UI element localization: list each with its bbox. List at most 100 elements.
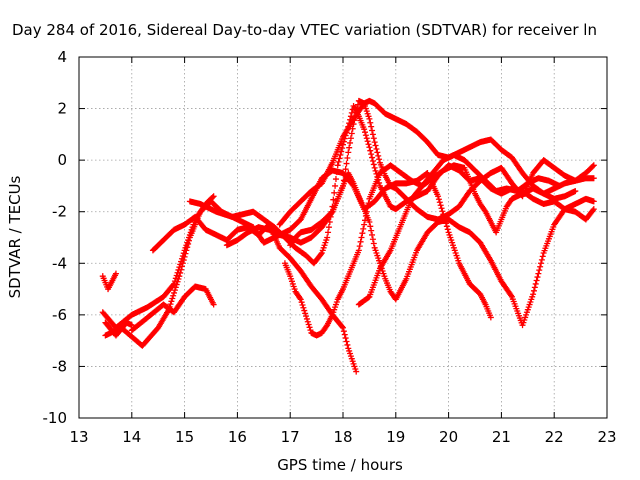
data-point	[443, 223, 450, 230]
data-point	[343, 338, 350, 345]
data-point	[358, 234, 365, 241]
data-point	[348, 130, 355, 137]
data-point	[359, 230, 366, 237]
y-tick-label: 4	[57, 48, 67, 66]
data-point	[185, 240, 192, 247]
data-point	[537, 263, 544, 270]
data-point	[369, 158, 376, 165]
x-tick-label: 16	[228, 428, 247, 446]
data-point	[532, 280, 539, 287]
x-tick-label: 13	[69, 428, 88, 446]
data-point	[302, 310, 309, 317]
data-point	[366, 144, 373, 151]
data-point	[344, 154, 351, 161]
x-tick-label: 17	[281, 428, 300, 446]
data-point	[170, 292, 177, 299]
grid-lines	[79, 57, 607, 418]
x-tick-labels: 13 14 15 16 17 18 19 20 21 22 23	[69, 428, 616, 446]
data-point	[444, 226, 451, 233]
y-tick-label: -10	[43, 409, 68, 427]
data-point	[324, 234, 331, 241]
data-point	[369, 131, 376, 138]
data-point	[372, 167, 379, 174]
data-point	[173, 281, 180, 288]
data-point	[179, 260, 186, 267]
data-point	[376, 156, 383, 163]
data-point	[590, 206, 597, 213]
data-point	[366, 219, 373, 226]
data-point	[487, 314, 494, 321]
y-tick-label: -2	[52, 203, 67, 221]
data-point	[590, 175, 597, 182]
data-point	[169, 295, 176, 302]
data-point	[572, 188, 579, 195]
data-point	[171, 287, 178, 294]
chart-title: Day 284 of 2016, Sidereal Day-to-day VTE…	[12, 21, 597, 39]
x-tick-label: 23	[597, 428, 616, 446]
data-point	[178, 266, 185, 273]
data-point	[301, 307, 308, 314]
data-point	[340, 324, 346, 331]
data-point	[438, 205, 445, 212]
data-point	[172, 284, 179, 291]
data-point	[370, 240, 377, 247]
y-tick-labels: -10 -8 -6 -4 -2 0 2 4	[43, 48, 68, 427]
data-point	[589, 163, 596, 170]
data-point	[372, 142, 379, 149]
x-tick-label: 20	[439, 428, 458, 446]
data-point	[342, 335, 349, 342]
data-point	[333, 169, 340, 176]
data-point	[176, 273, 183, 280]
data-point	[363, 135, 370, 142]
data-point	[368, 123, 375, 130]
data-point	[361, 221, 368, 228]
data-point	[186, 237, 192, 244]
x-tick-label: 22	[545, 428, 564, 446]
series-track-10	[281, 151, 563, 339]
series-track-5	[128, 283, 217, 334]
data-point	[306, 324, 313, 331]
data-point	[369, 236, 376, 243]
data-point	[590, 198, 597, 205]
data-point	[354, 101, 361, 108]
data-point	[439, 208, 446, 215]
data-point	[184, 244, 191, 251]
data-point	[355, 247, 362, 254]
x-tick-label: 18	[333, 428, 352, 446]
data-point	[371, 164, 378, 171]
data-point	[365, 141, 372, 148]
data-point	[536, 267, 543, 274]
data-point	[530, 291, 537, 298]
data-point	[168, 298, 175, 305]
x-tick-label: 21	[492, 428, 511, 446]
series-track-11	[287, 170, 597, 329]
data-point	[337, 151, 344, 158]
data-point	[325, 229, 332, 236]
data-points	[99, 97, 597, 375]
data-point	[371, 139, 378, 146]
y-tick-label: -8	[52, 357, 67, 375]
data-point	[305, 321, 312, 328]
data-point	[375, 152, 382, 159]
data-point	[361, 126, 368, 133]
data-point	[299, 301, 306, 308]
data-point	[374, 149, 381, 156]
data-point	[181, 253, 188, 260]
data-point	[368, 151, 375, 158]
data-point	[369, 127, 376, 134]
data-point	[535, 270, 542, 277]
data-point	[347, 139, 354, 146]
data-point	[323, 323, 330, 330]
data-point	[362, 129, 368, 136]
data-point	[360, 225, 367, 232]
data-point	[538, 260, 544, 267]
data-point	[436, 199, 443, 206]
data-point	[590, 162, 597, 169]
data-point	[112, 270, 119, 277]
data-point	[183, 247, 190, 254]
data-point	[339, 323, 346, 330]
data-point	[174, 278, 181, 285]
data-point	[210, 301, 217, 308]
data-point	[370, 161, 377, 168]
data-point	[435, 196, 442, 203]
